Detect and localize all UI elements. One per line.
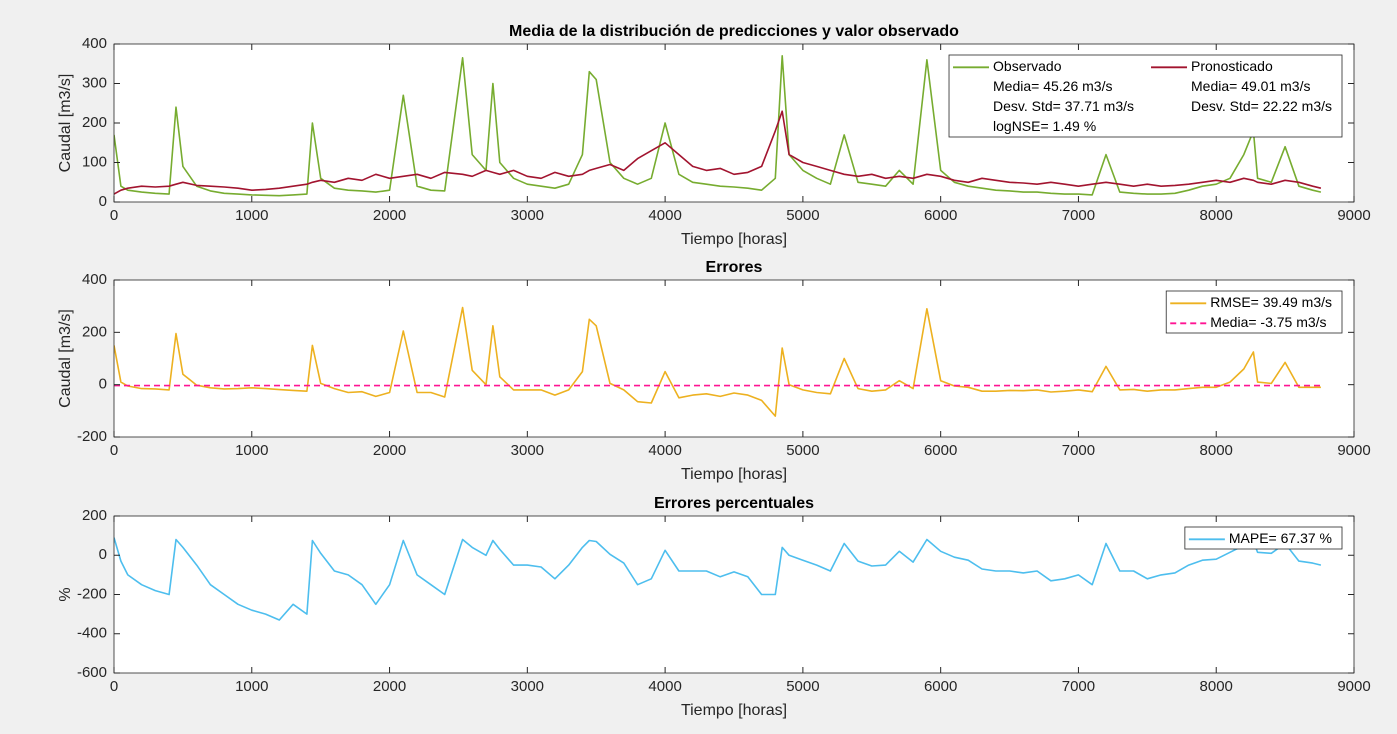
y-axis-label: % — [57, 587, 74, 601]
x-tick-label: 7000 — [1062, 442, 1095, 459]
x-tick-label: 5000 — [786, 207, 819, 224]
x-tick-label: 2000 — [373, 442, 406, 459]
series-line — [114, 537, 1322, 621]
x-tick-label: 7000 — [1062, 207, 1095, 224]
x-tick-label: 8000 — [1200, 678, 1233, 695]
y-tick-label: -200 — [77, 585, 107, 602]
y-tick-label: 300 — [82, 74, 107, 91]
x-tick-label: 1000 — [235, 442, 268, 459]
subplot: 0 1000 2000 3000 4000 5000 6000 7000 8000 9000-20… — [57, 259, 1370, 483]
x-axis-label: Tiempo [horas] — [681, 702, 787, 719]
plot-area — [114, 516, 1354, 673]
y-tick-label: -600 — [77, 664, 107, 681]
chart-title: Errores percentuales — [654, 495, 814, 512]
x-tick-label: 9000 — [1337, 678, 1370, 695]
y-tick-label: 400 — [82, 271, 107, 288]
y-tick-label: 200 — [82, 323, 107, 340]
x-tick-label: 4000 — [648, 442, 681, 459]
legend-label: MAPE= 67.37 % — [1229, 530, 1332, 546]
series-line — [114, 110, 1322, 195]
x-axis-label: Tiempo [horas] — [681, 231, 787, 248]
legend-stat: logNSE= 1.49 % — [993, 118, 1096, 134]
x-tick-label: 9000 — [1337, 442, 1370, 459]
y-axis-label: Caudal [m3/s] — [57, 309, 74, 408]
legend-box — [1165, 290, 1343, 334]
x-tick-label: 4000 — [648, 678, 681, 695]
legend-label: Pronosticado — [1191, 58, 1273, 74]
legend-box — [948, 54, 1343, 138]
x-axis-label: Tiempo [horas] — [681, 466, 787, 483]
y-tick-label: -200 — [77, 428, 107, 445]
chart-title: Errores — [706, 259, 763, 276]
legend-label: Observado — [993, 58, 1062, 74]
x-tick-label: 8000 — [1200, 207, 1233, 224]
x-tick-label: 5000 — [786, 442, 819, 459]
x-tick-label: 5000 — [786, 678, 819, 695]
x-tick-label: 6000 — [924, 442, 957, 459]
y-tick-label: 400 — [82, 35, 107, 52]
y-tick-label: -400 — [77, 625, 107, 642]
x-tick-label: 6000 — [924, 207, 957, 224]
x-tick-label: 7000 — [1062, 678, 1095, 695]
x-tick-label: 4000 — [648, 207, 681, 224]
x-tick-label: 2000 — [373, 678, 406, 695]
y-tick-label: 100 — [82, 153, 107, 170]
legend: RMSE= 39.49 m3/s Media= -3.75 m3/s — [1165, 290, 1343, 334]
plot-area — [114, 280, 1354, 437]
x-tick-label: 1000 — [235, 207, 268, 224]
y-tick-label: 200 — [82, 114, 107, 131]
series-line — [114, 55, 1322, 197]
y-tick-label: 200 — [82, 507, 107, 524]
x-tick-label: 2000 — [373, 207, 406, 224]
axes-box — [113, 279, 1355, 438]
legend-stat: Media= 49.01 m3/s — [1191, 78, 1310, 94]
legend: MAPE= 67.37 % — [1184, 526, 1343, 550]
x-tick-label: 0 — [110, 678, 118, 695]
legend-box — [1184, 526, 1343, 550]
x-tick-label: 6000 — [924, 678, 957, 695]
x-tick-label: 0 — [110, 207, 118, 224]
x-tick-label: 0 — [110, 442, 118, 459]
y-tick-label: 0 — [99, 376, 107, 393]
x-tick-label: 3000 — [511, 678, 544, 695]
chart-title: Media de la distribución de predicciones… — [509, 23, 959, 40]
subplot: 0 1000 2000 3000 4000 5000 6000 7000 8000 9000 0 10… — [57, 23, 1370, 248]
legend-stat: Media= 45.26 m3/s — [993, 78, 1112, 94]
legend: Observado Media= 45.26 m3/s Desv. Std= 37.… — [948, 54, 1343, 138]
x-tick-label: 1000 — [235, 678, 268, 695]
y-axis-label: Caudal [m3/s] — [57, 74, 74, 173]
series-line — [114, 306, 1321, 417]
y-tick-label: 0 — [99, 546, 107, 563]
legend-label: Media= -3.75 m3/s — [1210, 314, 1326, 330]
legend-stat: Desv. Std= 37.71 m3/s — [993, 98, 1134, 114]
x-tick-label: 3000 — [511, 207, 544, 224]
x-tick-label: 3000 — [511, 442, 544, 459]
legend-stat: Desv. Std= 22.22 m3/s — [1191, 98, 1332, 114]
subplot: 0 1000 2000 3000 4000 5000 6000 7000 8000 9000-60… — [57, 495, 1370, 719]
y-tick-label: 0 — [99, 193, 107, 210]
x-tick-label: 9000 — [1337, 207, 1370, 224]
legend-label: RMSE= 39.49 m3/s — [1210, 294, 1332, 310]
x-tick-label: 8000 — [1200, 442, 1233, 459]
